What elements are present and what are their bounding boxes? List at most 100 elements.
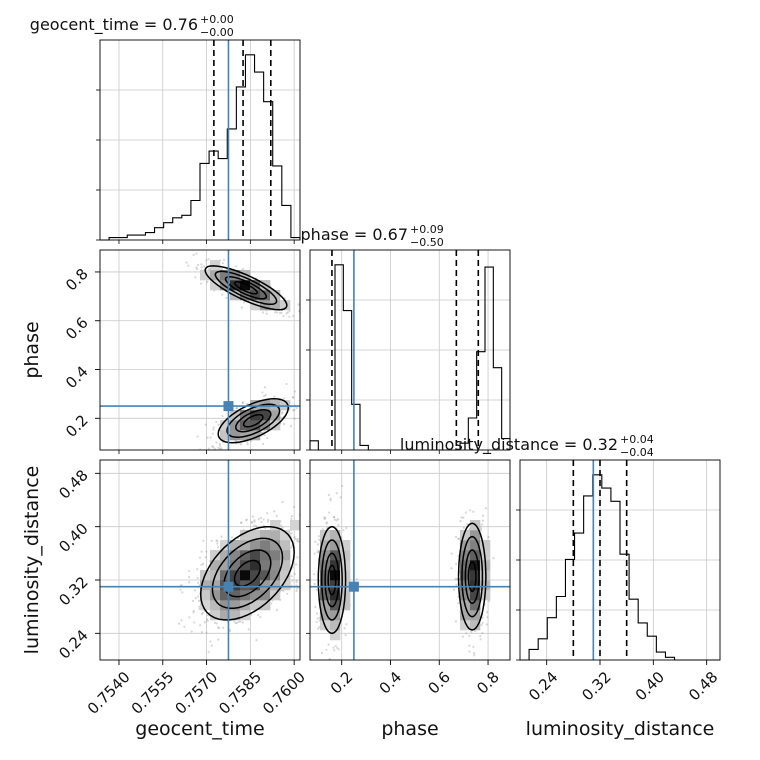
sample-point: [217, 423, 220, 426]
density-cell: [210, 280, 221, 291]
sample-point: [245, 403, 249, 406]
sample-point: [250, 521, 253, 524]
sample-point: [261, 431, 264, 434]
density-cell: [210, 590, 221, 601]
sample-point: [317, 549, 320, 552]
sample-point: [240, 306, 243, 309]
sample-point: [325, 522, 328, 525]
sample-point: [297, 303, 300, 306]
sample-point: [318, 538, 321, 541]
sample-point: [239, 521, 243, 525]
density-cell: [240, 280, 251, 291]
sample-point: [207, 268, 210, 271]
sample-point: [220, 267, 223, 270]
sample-point: [194, 276, 197, 279]
sample-point: [206, 280, 209, 283]
panel-content: [100, 250, 300, 453]
density-cell: [260, 590, 271, 601]
y-tick-label-luminosity_distance: 0.32: [55, 573, 91, 609]
sample-point: [209, 640, 212, 643]
sample-point: [193, 621, 196, 624]
density-cell: [270, 300, 281, 311]
sample-point: [322, 664, 324, 666]
sample-point: [290, 517, 293, 520]
sample-point: [196, 435, 199, 438]
sample-point: [244, 451, 246, 453]
density-cell: [230, 540, 241, 551]
density-cell: [240, 560, 251, 571]
density-cell: [200, 590, 211, 601]
sample-point: [200, 266, 203, 269]
density-cell: [270, 290, 281, 301]
sample-point: [237, 620, 240, 623]
panel-frame-phase: [309, 249, 511, 451]
sample-point: [217, 627, 221, 630]
density-cell: [270, 520, 281, 531]
sample-point: [468, 650, 471, 653]
sample-point: [245, 518, 248, 521]
sample-point: [207, 258, 210, 261]
panel-title-geocent_time: geocent_time = 0.76 +0.00−0.00: [30, 13, 234, 39]
x-tick-label-luminosity_distance: 0.48: [685, 668, 721, 704]
y-tick-label-phase: 0.2: [62, 411, 92, 441]
sample-point: [324, 516, 327, 519]
density-panel-phase_vs_geocent_time: [99, 249, 301, 453]
sample-point: [461, 635, 464, 638]
density-cell: [280, 540, 291, 551]
sample-point: [470, 630, 473, 633]
sample-point: [196, 595, 200, 598]
sample-point: [204, 423, 207, 426]
density-cell: [260, 550, 271, 561]
density-cell: [280, 300, 291, 311]
sample-point: [332, 516, 336, 519]
panel-title-sup: +0.04: [620, 433, 654, 446]
sample-point: [262, 442, 265, 446]
panel-title-luminosity_distance: luminosity_distance = 0.32 +0.04−0.04: [400, 433, 654, 459]
sample-point: [260, 431, 263, 435]
sample-point: [280, 416, 283, 419]
sample-point: [472, 652, 476, 655]
sample-point: [462, 526, 465, 529]
histogram-geocent_time: [100, 54, 301, 241]
sample-point: [235, 621, 238, 625]
sample-point: [180, 619, 183, 622]
sample-point: [294, 563, 298, 566]
sample-point: [188, 616, 191, 619]
sample-point: [192, 253, 195, 256]
sample-point: [185, 261, 188, 264]
sample-point: [196, 263, 200, 266]
sample-point: [485, 623, 488, 626]
sample-point: [257, 613, 260, 617]
sample-point: [247, 628, 250, 631]
sample-point: [255, 638, 258, 642]
sample-point: [296, 538, 299, 541]
density-cell: [210, 550, 221, 561]
density-cell: [210, 600, 221, 611]
sample-point: [263, 394, 266, 398]
sample-point: [217, 626, 220, 629]
panel-title-text: geocent_time = 0.76: [30, 15, 198, 35]
sample-point: [261, 391, 264, 394]
sample-point: [336, 518, 340, 521]
sample-point: [212, 426, 215, 429]
density-cell: [280, 400, 291, 411]
sample-point: [188, 581, 191, 584]
sample-point: [468, 644, 471, 647]
density-cell: [230, 600, 241, 611]
panel-content: [100, 460, 300, 660]
density-cell: [260, 580, 271, 591]
density-cell: [270, 540, 281, 551]
sample-point: [293, 390, 297, 393]
sample-point: [239, 443, 243, 446]
sample-point: [275, 311, 279, 314]
density-cell: [220, 540, 231, 551]
sample-point: [177, 622, 181, 625]
sample-point: [242, 267, 245, 270]
density-cell: [270, 530, 281, 541]
density-cell: [230, 590, 241, 601]
sample-point: [297, 540, 300, 543]
x-tick-label-phase: 0.4: [376, 668, 406, 698]
sample-point: [345, 623, 348, 626]
sample-point: [270, 602, 273, 605]
